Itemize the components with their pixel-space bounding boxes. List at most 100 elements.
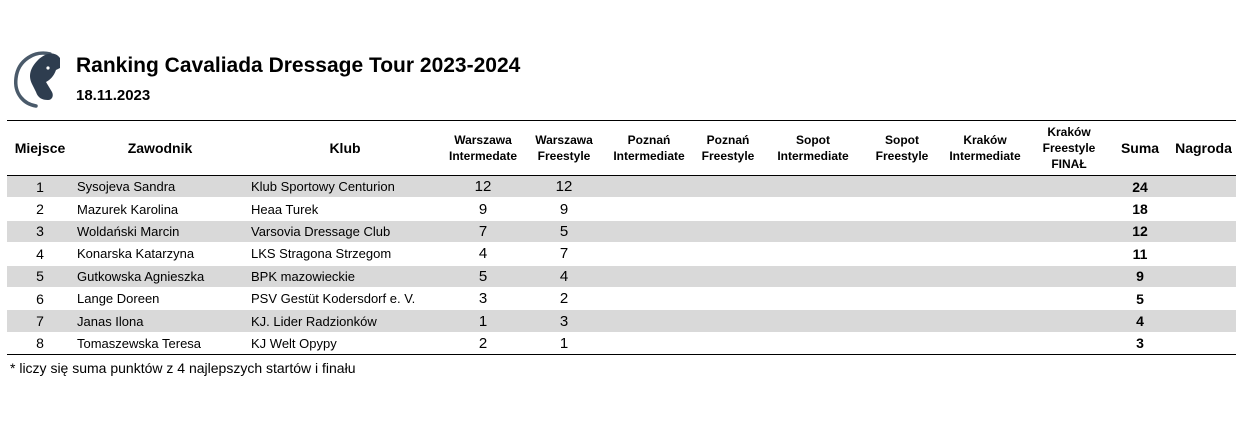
cell-prize <box>1171 265 1236 288</box>
column-header-warszawa-freestyle: Warszawa Freestyle <box>523 120 605 176</box>
cell-club: PSV Gestüt Kodersdorf e. V. <box>247 287 443 311</box>
cell-waw_free: 9 <box>523 197 605 221</box>
table-header-row: Miejsce Zawodnik Klub Warszawa Intermeda… <box>7 120 1236 176</box>
cell-rider: Mazurek Karolina <box>73 197 247 221</box>
table-row: 4 Konarska Katarzyna LKS Stragona Strzegom… <box>7 242 1236 266</box>
cell-waw_inter: 1 <box>443 309 523 333</box>
cell-krk_inter <box>941 287 1029 311</box>
cell-waw_inter: 9 <box>443 197 523 221</box>
cell-club: BPK mazowieckie <box>247 265 443 288</box>
cell-waw_free: 7 <box>523 242 605 266</box>
cell-rider: Lange Doreen <box>73 287 247 311</box>
cell-poz_free <box>693 175 763 199</box>
cell-place: 7 <box>7 309 73 333</box>
column-header-poznan-freestyle: Poznań Freestyle <box>693 120 763 176</box>
cell-poz_free <box>693 309 763 333</box>
cell-sum: 12 <box>1109 220 1171 244</box>
cell-prize <box>1171 220 1236 244</box>
cell-sop_free <box>863 332 941 356</box>
cell-poz_inter <box>605 175 693 199</box>
column-header-place: Miejsce <box>7 120 73 176</box>
cell-waw_free: 1 <box>523 332 605 356</box>
cell-poz_inter <box>605 197 693 221</box>
cell-rider: Konarska Katarzyna <box>73 242 247 266</box>
cell-waw_inter: 12 <box>443 175 523 199</box>
cell-prize <box>1171 287 1236 311</box>
cell-sum: 5 <box>1109 287 1171 311</box>
cell-waw_free: 4 <box>523 265 605 288</box>
cell-place: 5 <box>7 265 73 288</box>
cell-sop_free <box>863 287 941 311</box>
column-header-rider: Zawodnik <box>73 120 247 176</box>
cell-krk_inter <box>941 242 1029 266</box>
cell-club: Klub Sportowy Centurion <box>247 175 443 199</box>
cell-sop_inter <box>763 332 863 356</box>
cell-place: 3 <box>7 220 73 244</box>
column-header-prize: Nagroda <box>1171 120 1236 176</box>
cell-sop_free <box>863 220 941 244</box>
column-header-club: Klub <box>247 120 443 176</box>
cell-waw_inter: 7 <box>443 220 523 244</box>
page-title: Ranking Cavaliada Dressage Tour 2023-202… <box>76 54 521 77</box>
column-header-warszawa-intermediate: Warszawa Intermedate <box>443 120 523 176</box>
cell-waw_inter: 3 <box>443 287 523 311</box>
table-row: 1 Sysojeva Sandra Klub Sportowy Centurion 1… <box>7 175 1236 199</box>
cell-sum: 11 <box>1109 242 1171 266</box>
cell-poz_free <box>693 220 763 244</box>
cell-sum: 3 <box>1109 332 1171 356</box>
cell-sop_inter <box>763 242 863 266</box>
cell-sop_inter <box>763 265 863 288</box>
cell-sop_free <box>863 197 941 221</box>
cell-prize <box>1171 175 1236 199</box>
cell-poz_inter <box>605 242 693 266</box>
cell-sum: 24 <box>1109 175 1171 199</box>
cell-place: 2 <box>7 197 73 221</box>
cell-place: 8 <box>7 332 73 356</box>
cell-krk_final <box>1029 287 1109 311</box>
cell-sop_free <box>863 242 941 266</box>
cell-poz_inter <box>605 265 693 288</box>
cell-club: KJ Welt Opypy <box>247 332 443 356</box>
cell-prize <box>1171 197 1236 221</box>
cell-poz_inter <box>605 287 693 311</box>
cell-waw_free: 12 <box>523 175 605 199</box>
cell-krk_final <box>1029 309 1109 333</box>
cell-place: 6 <box>7 287 73 311</box>
cell-sop_inter <box>763 220 863 244</box>
event-date: 18.11.2023 <box>76 87 151 104</box>
cell-sum: 9 <box>1109 265 1171 288</box>
cell-sop_free <box>863 265 941 288</box>
table-row: 8 Tomaszewska Teresa KJ Welt Opypy 2 1 3 <box>7 332 1236 356</box>
cell-waw_free: 3 <box>523 309 605 333</box>
cell-waw_inter: 5 <box>443 265 523 288</box>
cell-place: 4 <box>7 242 73 266</box>
cell-krk_final <box>1029 220 1109 244</box>
cell-poz_inter <box>605 309 693 333</box>
cell-krk_inter <box>941 332 1029 356</box>
cell-poz_inter <box>605 220 693 244</box>
cell-krk_final <box>1029 197 1109 221</box>
cell-poz_inter <box>605 332 693 356</box>
cell-poz_free <box>693 287 763 311</box>
cell-krk_final <box>1029 175 1109 199</box>
cell-sop_inter <box>763 287 863 311</box>
horse-head-logo-icon <box>10 46 66 110</box>
cell-sop_free <box>863 175 941 199</box>
cell-krk_inter <box>941 309 1029 333</box>
cell-poz_free <box>693 197 763 221</box>
column-header-sopot-intermediate: Sopot Intermediate <box>763 120 863 176</box>
column-header-sopot-freestyle: Sopot Freestyle <box>863 120 941 176</box>
cell-krk_inter <box>941 220 1029 244</box>
cell-sum: 4 <box>1109 309 1171 333</box>
cell-club: KJ. Lider Radzionków <box>247 309 443 333</box>
cell-krk_final <box>1029 242 1109 266</box>
footnote: * liczy się suma punktów z 4 najlepszych… <box>10 360 356 376</box>
cell-poz_free <box>693 332 763 356</box>
cell-krk_inter <box>941 265 1029 288</box>
cell-waw_inter: 2 <box>443 332 523 356</box>
cell-sum: 18 <box>1109 197 1171 221</box>
cell-sop_inter <box>763 197 863 221</box>
cell-prize <box>1171 242 1236 266</box>
table-row: 6 Lange Doreen PSV Gestüt Kodersdorf e. V.… <box>7 287 1236 311</box>
cell-waw_free: 5 <box>523 220 605 244</box>
